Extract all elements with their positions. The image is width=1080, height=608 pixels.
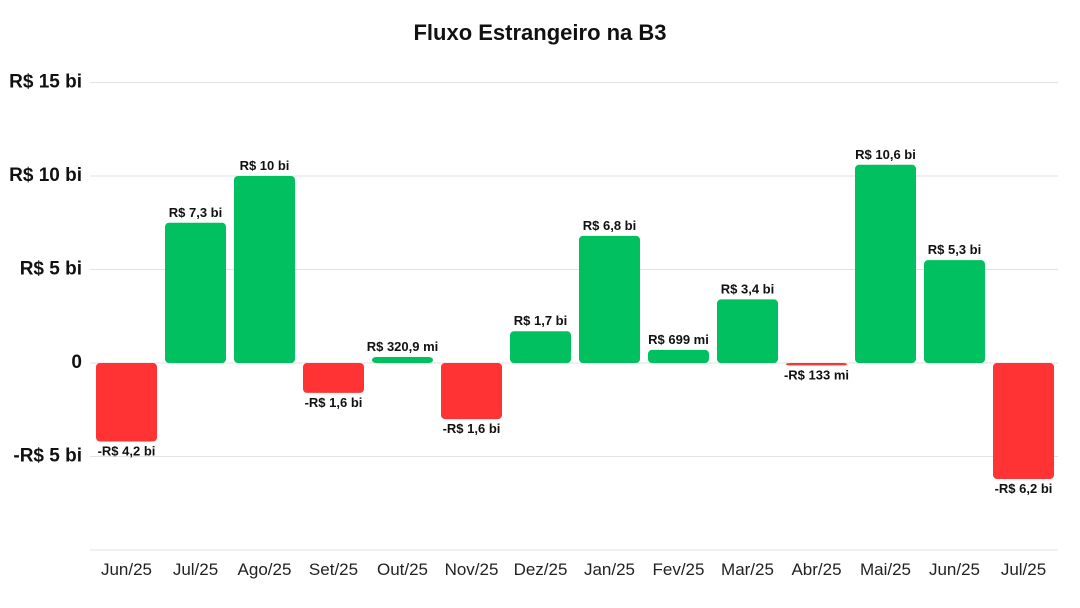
bar xyxy=(96,363,157,442)
data-label: -R$ 133 mi xyxy=(784,367,849,382)
data-label: R$ 6,8 bi xyxy=(583,218,636,233)
data-label: R$ 3,4 bi xyxy=(721,281,774,296)
data-label: R$ 1,7 bi xyxy=(514,313,567,328)
bar xyxy=(303,363,364,393)
x-axis-ticks: Jun/25 Jul/25 Ago/25 Set/25 Out/25 Nov/25 Dez/… xyxy=(101,560,1046,579)
data-label: R$ 7,3 bi xyxy=(169,205,222,220)
bar xyxy=(372,357,433,363)
bar xyxy=(786,363,847,366)
bar xyxy=(510,331,571,363)
y-tick-label: R$ 5 bi xyxy=(20,259,82,280)
data-label: R$ 10 bi xyxy=(240,158,290,173)
x-tick-label: Mai/25 xyxy=(860,560,911,579)
x-tick-label: Set/25 xyxy=(309,560,358,579)
x-tick-label: Fev/25 xyxy=(653,560,705,579)
bar xyxy=(924,260,985,363)
x-tick-label: Mar/25 xyxy=(721,560,774,579)
data-labels: -R$ 4,2 bi R$ 7,3 bi R$ 10 bi -R$ 1,6 bi R$ … xyxy=(98,147,1053,496)
data-label: R$ 5,3 bi xyxy=(928,242,981,257)
x-tick-label: Jan/25 xyxy=(584,560,635,579)
bars xyxy=(96,164,1054,479)
y-axis-ticks: R$ 15 bi R$ 10 bi R$ 5 bi 0 -R$ 5 bi xyxy=(9,72,82,467)
bar xyxy=(234,176,295,363)
data-label: -R$ 1,6 bi xyxy=(443,421,501,436)
x-tick-label: Jun/25 xyxy=(929,560,980,579)
data-label: R$ 320,9 mi xyxy=(367,339,439,354)
x-tick-label: Abr/25 xyxy=(791,560,841,579)
bar xyxy=(717,299,778,363)
x-tick-label: Jul/25 xyxy=(1001,560,1046,579)
bar xyxy=(855,164,916,363)
x-tick-label: Dez/25 xyxy=(514,560,568,579)
y-tick-label: -R$ 5 bi xyxy=(13,446,82,467)
data-label: R$ 10,6 bi xyxy=(855,147,916,162)
x-tick-label: Jun/25 xyxy=(101,560,152,579)
y-tick-label: 0 xyxy=(71,352,82,373)
bar xyxy=(579,235,640,363)
data-label: R$ 699 mi xyxy=(648,332,709,347)
bar xyxy=(648,349,709,363)
bar xyxy=(441,363,502,420)
x-tick-label: Nov/25 xyxy=(445,560,499,579)
bar xyxy=(993,363,1054,479)
bar xyxy=(165,222,226,363)
y-tick-label: R$ 15 bi xyxy=(9,72,82,93)
data-label: -R$ 1,6 bi xyxy=(305,395,363,410)
data-label: -R$ 4,2 bi xyxy=(98,444,156,459)
x-tick-label: Out/25 xyxy=(377,560,428,579)
x-tick-label: Ago/25 xyxy=(238,560,292,579)
chart-title: Fluxo Estrangeiro na B3 xyxy=(413,20,667,45)
x-tick-label: Jul/25 xyxy=(173,560,218,579)
y-tick-label: R$ 10 bi xyxy=(9,165,82,186)
data-label: -R$ 6,2 bi xyxy=(995,481,1053,496)
